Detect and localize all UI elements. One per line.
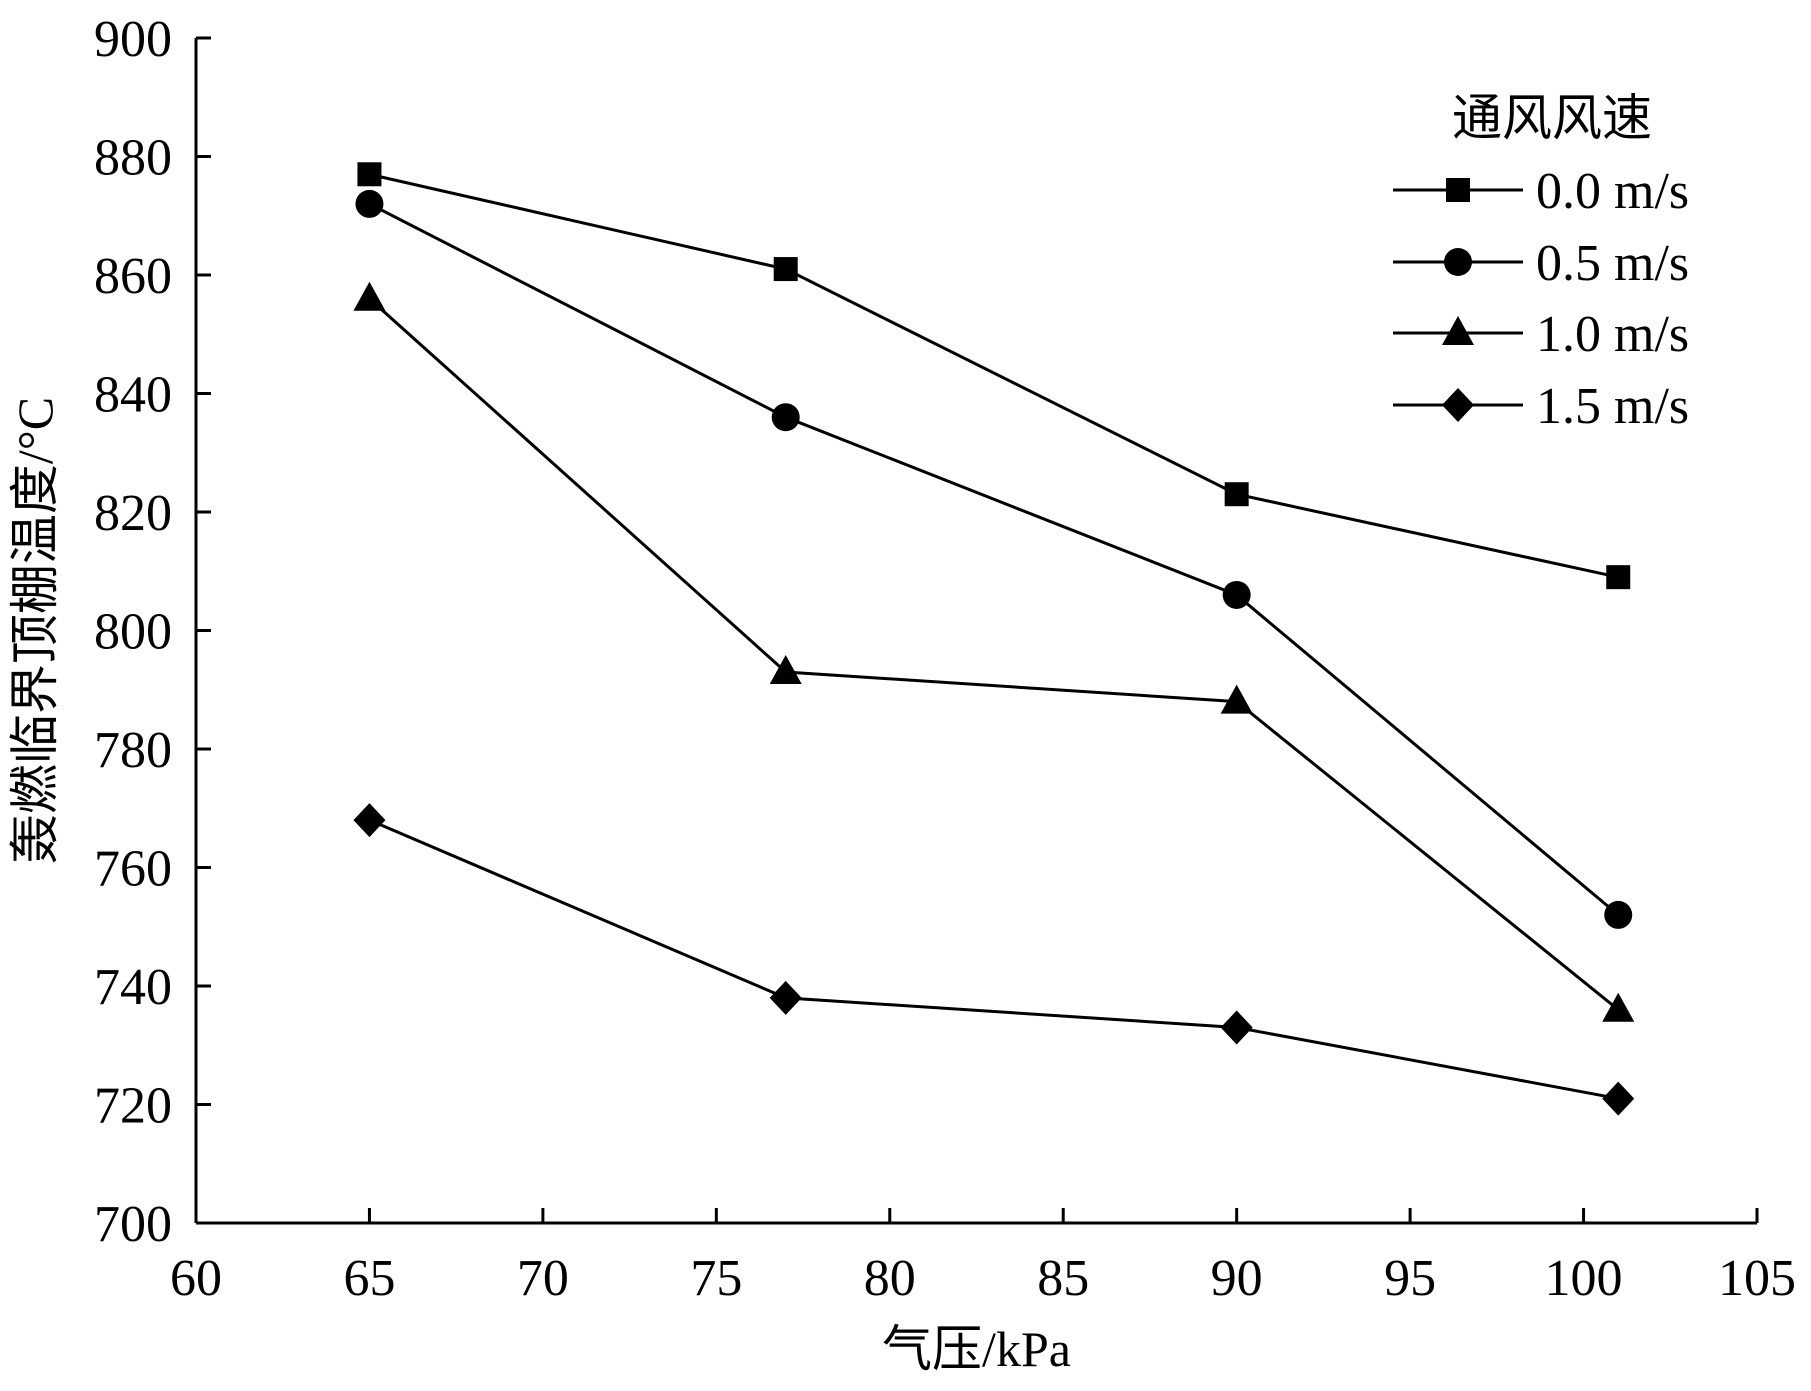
data-point-circle bbox=[355, 189, 384, 218]
data-point-diamond bbox=[1220, 1010, 1253, 1045]
y-tick-label: 880 bbox=[94, 130, 172, 187]
y-tick-label: 800 bbox=[94, 604, 172, 661]
y-tick-label: 740 bbox=[94, 959, 172, 1016]
legend-item: 0.5 m/s bbox=[1393, 235, 1689, 292]
data-point-triangle bbox=[769, 654, 802, 684]
x-tick-label: 60 bbox=[170, 1250, 222, 1307]
x-axis-label: 气压/kPa bbox=[882, 1321, 1071, 1377]
legend-marker-square bbox=[1446, 178, 1470, 202]
legend-marker-triangle bbox=[1442, 316, 1474, 345]
x-tick-label: 90 bbox=[1211, 1250, 1263, 1307]
series-square bbox=[357, 162, 1631, 590]
x-tick-label: 80 bbox=[864, 1250, 916, 1307]
legend-marker-circle bbox=[1444, 248, 1472, 276]
x-tick-label: 105 bbox=[1718, 1250, 1796, 1307]
y-tick-label: 780 bbox=[94, 722, 172, 779]
series-circle bbox=[355, 189, 1633, 929]
legend-marker-diamond bbox=[1442, 388, 1474, 422]
legend-label: 0.0 m/s bbox=[1536, 163, 1689, 220]
y-tick-label: 820 bbox=[94, 485, 172, 542]
legend-item: 1.0 m/s bbox=[1393, 306, 1689, 363]
series-line bbox=[368, 818, 1619, 1101]
legend: 通风风速 0.0 m/s 0.5 m/s 1.0 m/s 1.5 m/s bbox=[1393, 90, 1689, 435]
y-tick-label: 840 bbox=[94, 367, 172, 424]
data-point-triangle bbox=[353, 281, 386, 311]
data-point-square bbox=[773, 257, 798, 282]
x-tick-label: 75 bbox=[690, 1250, 742, 1307]
y-tick-label: 860 bbox=[94, 248, 172, 305]
legend-label: 0.5 m/s bbox=[1536, 235, 1689, 292]
series-line bbox=[368, 297, 1620, 1011]
series-layer bbox=[353, 162, 1635, 1116]
data-point-diamond bbox=[1602, 1081, 1635, 1116]
y-tick-label: 700 bbox=[94, 1196, 172, 1253]
data-point-triangle bbox=[1602, 992, 1635, 1022]
axes bbox=[194, 38, 1757, 1225]
x-tick-label: 95 bbox=[1384, 1250, 1436, 1307]
x-tick-label: 85 bbox=[1037, 1250, 1089, 1307]
series-line bbox=[368, 202, 1620, 917]
legend-label: 1.0 m/s bbox=[1536, 306, 1689, 363]
data-point-circle bbox=[1604, 900, 1633, 929]
y-tick-label: 760 bbox=[94, 841, 172, 898]
legend-title: 通风风速 bbox=[1452, 90, 1652, 146]
y-tick-label: 720 bbox=[94, 1078, 172, 1135]
x-ticks: 60 65 70 75 80 85 90 95 100 105 bbox=[170, 1208, 1796, 1307]
data-point-triangle bbox=[1220, 684, 1253, 714]
y-axis-label: 轰燃临界顶棚温度/°C bbox=[7, 397, 63, 864]
series-triangle bbox=[353, 281, 1635, 1022]
data-point-square bbox=[1606, 565, 1631, 590]
data-point-square bbox=[357, 162, 382, 187]
y-ticks: 700 720 740 760 780 800 820 840 860 880 900 bbox=[94, 11, 211, 1253]
data-point-circle bbox=[1222, 580, 1251, 609]
legend-item: 1.5 m/s bbox=[1393, 378, 1689, 435]
legend-label: 1.5 m/s bbox=[1536, 378, 1689, 435]
series-line bbox=[369, 172, 1619, 579]
data-point-square bbox=[1224, 482, 1249, 507]
data-point-diamond bbox=[769, 980, 802, 1015]
data-point-diamond bbox=[353, 803, 386, 838]
series-diamond bbox=[353, 803, 1635, 1116]
data-point-circle bbox=[771, 403, 800, 432]
x-tick-label: 65 bbox=[343, 1250, 395, 1307]
x-tick-label: 100 bbox=[1545, 1250, 1623, 1307]
x-tick-label: 70 bbox=[517, 1250, 569, 1307]
y-tick-label: 900 bbox=[94, 11, 172, 68]
legend-item: 0.0 m/s bbox=[1393, 163, 1689, 220]
